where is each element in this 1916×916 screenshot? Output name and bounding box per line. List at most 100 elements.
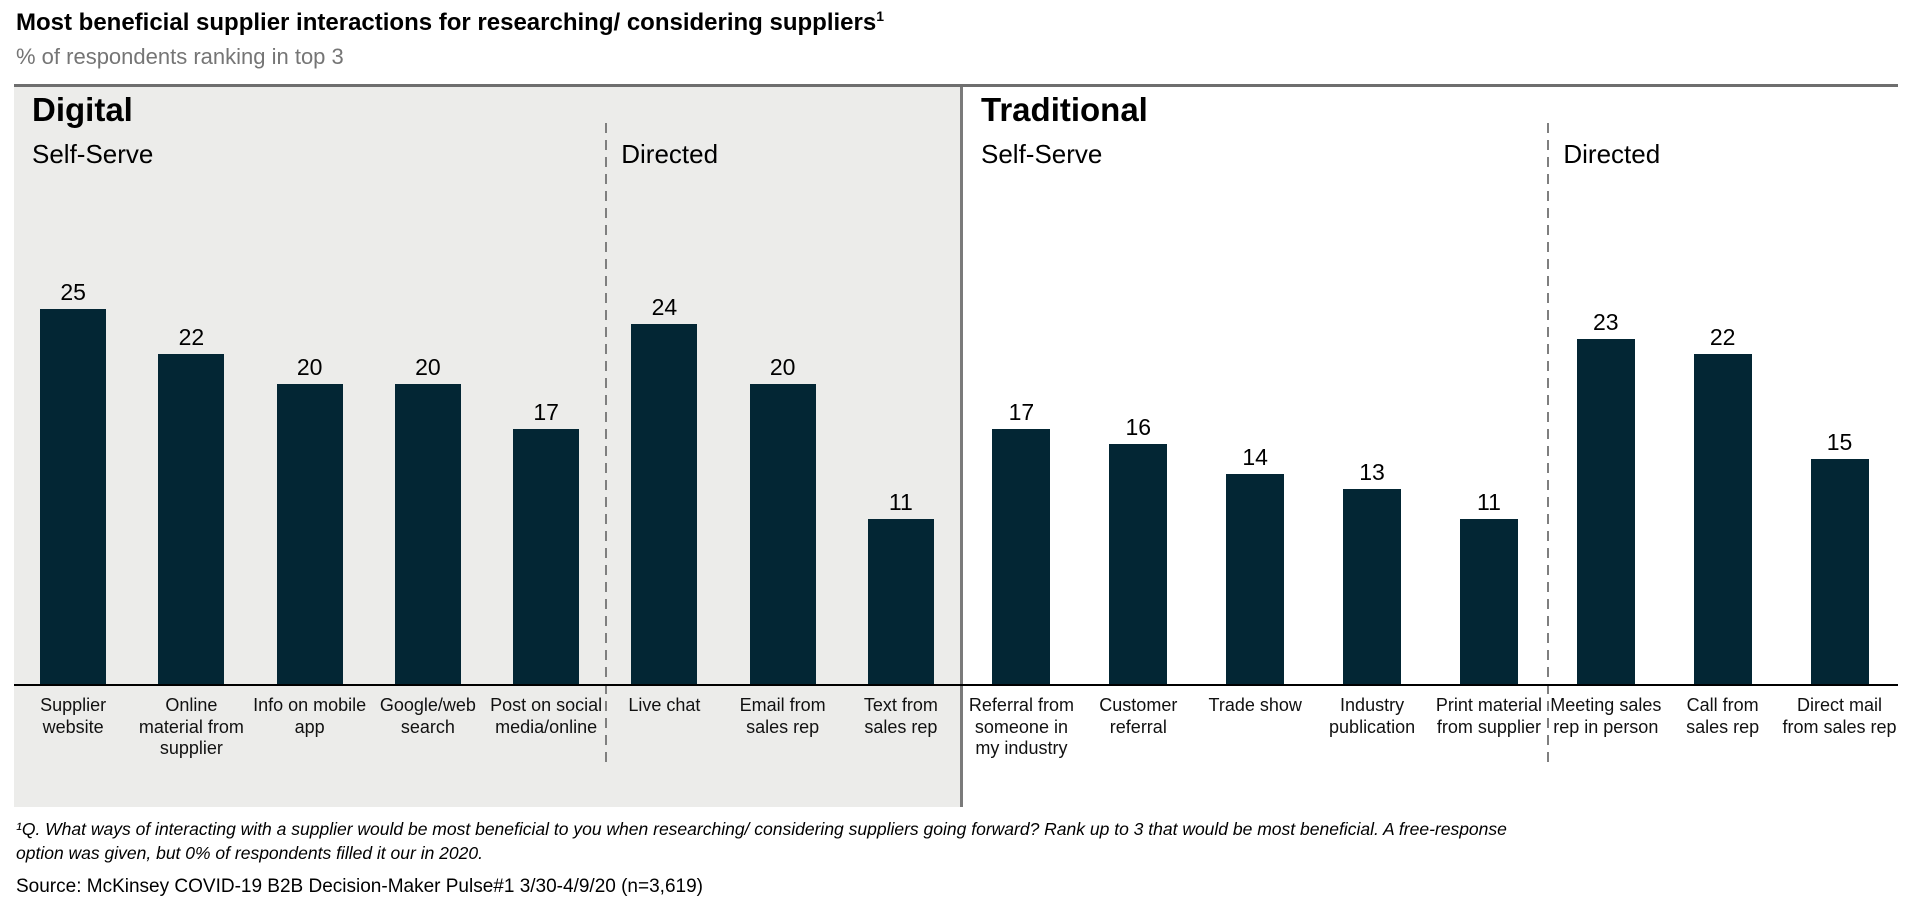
bar-value-label: 22 — [178, 324, 205, 350]
bar — [749, 384, 816, 684]
bar-value-label: 20 — [415, 354, 441, 380]
footnote: ¹Q. What ways of interacting with a supp… — [16, 819, 1507, 863]
label-column: Online material from supplier — [132, 695, 250, 760]
bar-category-label: Post on social media/online — [490, 695, 603, 737]
bar-value-label: 20 — [296, 354, 323, 380]
bar-category-label: Meeting sales rep in person — [1550, 695, 1662, 737]
label-column: Live chat — [605, 695, 723, 738]
chart-area: Digital Self-Serve 25 22 20 20 17 Supplier w… — [14, 84, 1898, 807]
bar — [1459, 519, 1518, 684]
bar-category-label: Supplier website — [40, 695, 107, 737]
bar-value-label: 15 — [1826, 429, 1853, 455]
traditional-groups: Self-Serve 17 16 14 13 11 Referral from some… — [963, 87, 1898, 807]
bar-value-label: 22 — [1709, 324, 1736, 350]
digital-directed-group: Directed 24 20 11 Live chat Email from sale… — [605, 87, 960, 807]
bar — [867, 519, 934, 684]
bar-column: 23 — [1547, 311, 1664, 684]
bar-column: 20 — [369, 356, 487, 684]
labels-row: Supplier website Online material from sup… — [14, 695, 605, 760]
bar — [158, 354, 225, 684]
label-column: Call from sales rep — [1664, 695, 1781, 738]
bar-column: 17 — [963, 401, 1080, 684]
bar-value-label: 13 — [1359, 459, 1385, 485]
bar-column: 11 — [842, 491, 960, 684]
label-column: Referral from someone in my industry — [963, 695, 1080, 760]
bar-column: 20 — [251, 356, 369, 684]
label-column: Meeting sales rep in person — [1547, 695, 1664, 738]
bar — [394, 384, 461, 684]
bar — [40, 309, 107, 684]
bar-category-label: Direct mail from sales rep — [1782, 695, 1897, 737]
bar-column: 16 — [1080, 416, 1197, 684]
bar-category-label: Customer referral — [1099, 695, 1178, 737]
bar-column: 24 — [605, 296, 723, 684]
title-footnote-marker: 1 — [876, 8, 884, 24]
digital-self-serve-label: Self-Serve — [32, 139, 154, 169]
bar-category-label: Referral from someone in my industry — [968, 695, 1074, 759]
bar-column: 15 — [1781, 431, 1898, 684]
bar-category-label: Industry publication — [1329, 695, 1416, 737]
bars-row: 17 16 14 13 11 — [963, 401, 1547, 684]
bar — [1226, 474, 1285, 684]
bar-category-label: Print material from supplier — [1435, 695, 1542, 737]
traditional-panel: Traditional Self-Serve 17 16 14 13 11 Referr… — [960, 87, 1898, 807]
dashed-divider — [1547, 123, 1550, 765]
digital-self-serve-group: Self-Serve 25 22 20 20 17 Supplier website On… — [14, 87, 605, 807]
bar — [276, 384, 343, 684]
label-column: Customer referral — [1080, 695, 1197, 760]
bar-category-label: Google/web search — [379, 695, 476, 737]
digital-panel: Digital Self-Serve 25 22 20 20 17 Supplier w… — [14, 87, 960, 807]
bar-column: 11 — [1431, 491, 1548, 684]
label-column: Post on social media/online — [487, 695, 605, 760]
source-line: Source: McKinsey COVID-19 B2B Decision-M… — [16, 876, 703, 897]
labels-row: Referral from someone in my industry Cust… — [963, 695, 1547, 760]
bar — [1576, 339, 1635, 684]
digital-section-title: Digital — [32, 91, 133, 128]
label-column: Supplier website — [14, 695, 132, 760]
bar-category-label: Trade show — [1208, 695, 1302, 715]
traditional-self-serve-group: Self-Serve 17 16 14 13 11 Referral from some… — [963, 87, 1547, 807]
bar-category-label: Call from sales rep — [1686, 695, 1760, 737]
bar-column: 17 — [487, 401, 605, 684]
dashed-divider — [605, 123, 608, 765]
label-column: Print material from supplier — [1431, 695, 1548, 760]
label-column: Trade show — [1197, 695, 1314, 760]
bar-value-label: 23 — [1593, 309, 1619, 335]
label-column: Direct mail from sales rep — [1781, 695, 1898, 738]
label-column: Email from sales rep — [724, 695, 842, 738]
page-title: Most beneficial supplier interactions fo… — [16, 8, 1916, 38]
bar-value-label: 17 — [1008, 399, 1035, 425]
bar — [1810, 459, 1869, 684]
bar-category-label: Live chat — [628, 695, 701, 715]
bar — [631, 324, 698, 684]
bar-value-label: 17 — [533, 399, 559, 425]
labels-row: Live chat Email from sales rep Text from s… — [605, 695, 960, 738]
bar — [992, 429, 1051, 684]
traditional-directed-group: Directed 23 22 15 Meeting sales rep in per… — [1547, 87, 1898, 807]
bar-value-label: 16 — [1125, 414, 1152, 440]
label-column: Text from sales rep — [842, 695, 960, 738]
bar-column: 25 — [14, 281, 132, 684]
bar-value-label: 24 — [651, 294, 678, 320]
bar-value-label: 11 — [888, 489, 913, 515]
bar-value-label: 14 — [1242, 444, 1268, 470]
bar-category-label: Text from sales rep — [863, 695, 938, 737]
bar-column: 20 — [724, 356, 842, 684]
bar-value-label: 11 — [1476, 489, 1501, 515]
digital-directed-label: Directed — [621, 139, 719, 169]
bars-row: 24 20 11 — [605, 296, 960, 684]
bar-value-label: 20 — [769, 354, 796, 380]
page-title-text: Most beneficial supplier interactions fo… — [16, 9, 877, 36]
bar — [1693, 354, 1752, 684]
bar-category-label: Email from sales rep — [739, 695, 826, 737]
label-column: Industry publication — [1314, 695, 1431, 760]
bar-category-label: Online material from supplier — [138, 695, 244, 759]
bar-value-label: 25 — [60, 279, 86, 305]
bar — [1343, 489, 1402, 684]
bars-row: 25 22 20 20 17 — [14, 281, 605, 684]
bars-row: 23 22 15 — [1547, 311, 1898, 684]
bar-column: 22 — [1664, 326, 1781, 684]
bar-column: 13 — [1314, 461, 1431, 684]
traditional-directed-label: Directed — [1563, 139, 1661, 169]
bar — [1109, 444, 1168, 684]
